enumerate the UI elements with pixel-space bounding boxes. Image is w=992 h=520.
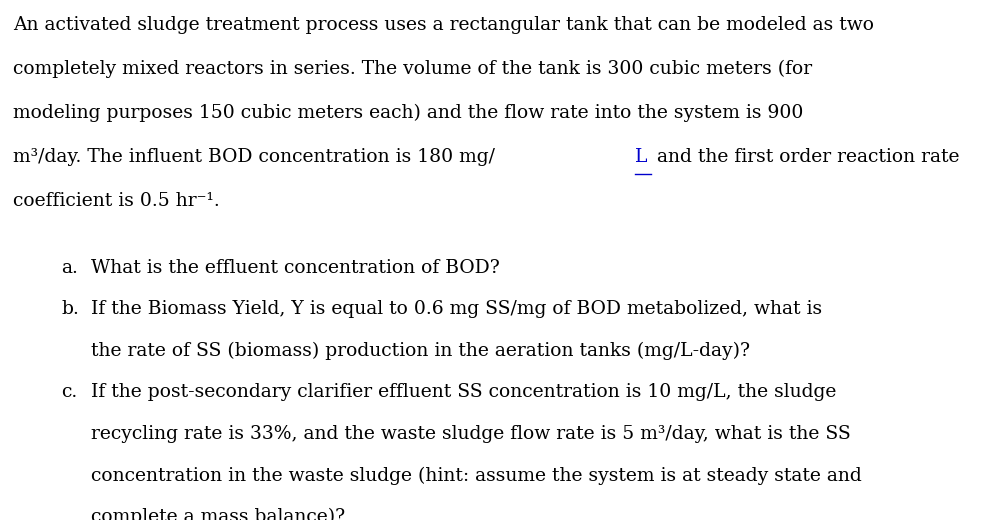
- Text: If the Biomass Yield, Y is equal to 0.6 mg SS/mg of BOD metabolized, what is: If the Biomass Yield, Y is equal to 0.6 …: [91, 300, 822, 318]
- Text: c.: c.: [62, 383, 77, 401]
- Text: b.: b.: [62, 300, 79, 318]
- Text: and the first order reaction rate: and the first order reaction rate: [651, 148, 959, 166]
- Text: completely mixed reactors in series. The volume of the tank is 300 cubic meters : completely mixed reactors in series. The…: [13, 60, 812, 78]
- Text: recycling rate is 33%, and the waste sludge flow rate is 5 m³/day, what is the S: recycling rate is 33%, and the waste slu…: [91, 425, 851, 443]
- Text: What is the effluent concentration of BOD?: What is the effluent concentration of BO…: [91, 258, 500, 277]
- Text: An activated sludge treatment process uses a rectangular tank that can be modele: An activated sludge treatment process us…: [13, 16, 874, 34]
- Text: a.: a.: [62, 258, 78, 277]
- Text: modeling purposes 150 cubic meters each) and the flow rate into the system is 90: modeling purposes 150 cubic meters each)…: [13, 104, 804, 122]
- Text: complete a mass balance)?: complete a mass balance)?: [91, 508, 345, 520]
- Text: If the post-secondary clarifier effluent SS concentration is 10 mg/L, the sludge: If the post-secondary clarifier effluent…: [91, 383, 836, 401]
- Text: concentration in the waste sludge (hint: assume the system is at steady state an: concentration in the waste sludge (hint:…: [91, 466, 862, 485]
- Text: m³/day. The influent BOD concentration is 180 mg/: m³/day. The influent BOD concentration i…: [13, 148, 495, 166]
- Text: L: L: [635, 148, 648, 166]
- Text: coefficient is 0.5 hr⁻¹.: coefficient is 0.5 hr⁻¹.: [13, 192, 219, 211]
- Text: the rate of SS (biomass) production in the aeration tanks (mg/L-day)?: the rate of SS (biomass) production in t…: [91, 342, 750, 360]
